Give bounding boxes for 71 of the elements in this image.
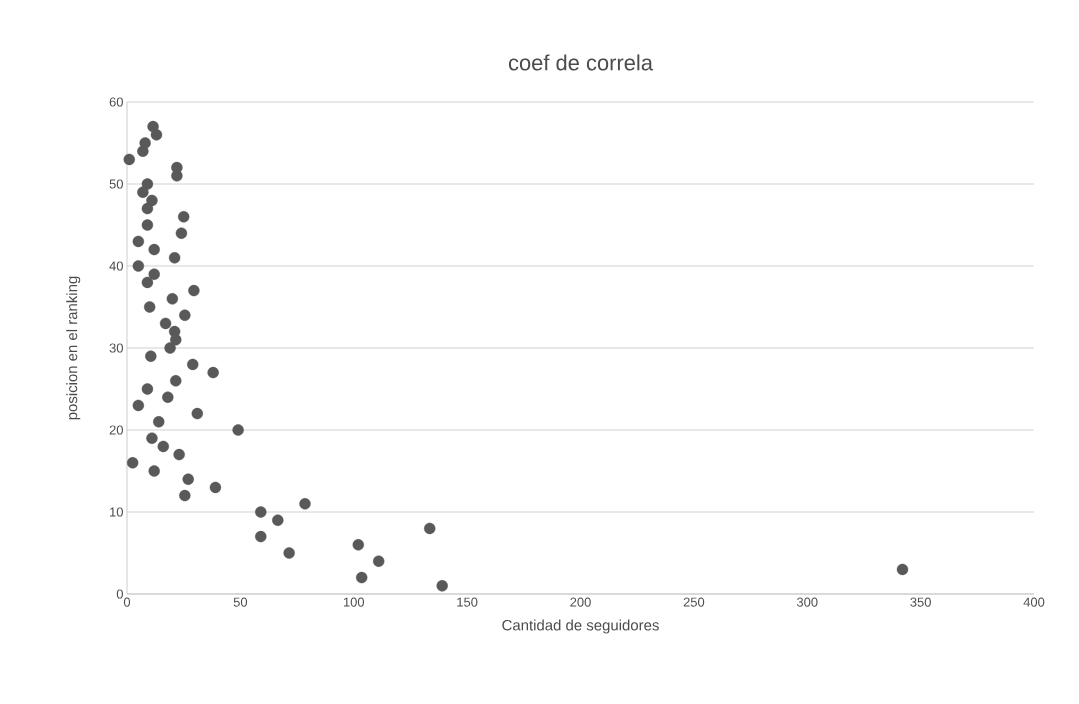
x-tick-label: 0 xyxy=(123,597,131,607)
point xyxy=(159,317,172,330)
x-tick-label: 350 xyxy=(910,597,931,607)
point xyxy=(179,309,191,321)
point xyxy=(255,530,267,543)
point xyxy=(148,243,160,256)
x-tick-label: 400 xyxy=(1023,597,1045,607)
point xyxy=(436,580,448,592)
point xyxy=(191,407,203,420)
point xyxy=(188,284,200,297)
point xyxy=(157,440,169,453)
point xyxy=(171,170,183,182)
point xyxy=(137,186,149,198)
point xyxy=(146,432,158,444)
point xyxy=(148,465,160,477)
point xyxy=(255,506,267,518)
y-tick-label: 10 xyxy=(110,507,123,517)
y-axis-title: posicion en el ranking xyxy=(66,276,81,420)
y-tick-label: 40 xyxy=(109,261,123,271)
point xyxy=(132,260,145,272)
point xyxy=(352,539,364,551)
point xyxy=(170,375,182,387)
point xyxy=(126,457,139,469)
point xyxy=(272,514,284,526)
x-tick-label: 300 xyxy=(796,597,818,607)
y-tick-label: 20 xyxy=(109,425,123,435)
point xyxy=(170,334,182,346)
point xyxy=(299,498,311,510)
point xyxy=(150,129,163,141)
x-tick-label: 50 xyxy=(233,597,248,607)
point xyxy=(355,571,368,584)
point xyxy=(424,522,436,535)
x-tick-label: 250 xyxy=(683,597,705,607)
point xyxy=(153,416,165,428)
point xyxy=(139,137,151,149)
point xyxy=(162,391,174,403)
y-tick-label: 50 xyxy=(109,179,123,189)
point xyxy=(283,547,295,559)
point xyxy=(232,424,244,436)
point xyxy=(164,342,176,354)
x-axis-title: Cantidad de seguidores xyxy=(502,619,659,634)
point xyxy=(373,555,385,567)
point xyxy=(166,293,179,305)
y-tick-label: 60 xyxy=(109,97,123,107)
point xyxy=(141,202,154,215)
point xyxy=(179,489,191,502)
point xyxy=(141,383,154,395)
point xyxy=(896,563,909,576)
point xyxy=(168,252,181,264)
point xyxy=(182,473,194,485)
point xyxy=(141,219,154,231)
point xyxy=(132,399,145,412)
point xyxy=(141,178,154,190)
point xyxy=(209,481,222,494)
x-tick-label: 100 xyxy=(343,597,365,607)
x-tick-label: 150 xyxy=(457,597,478,607)
y-tick-label: 0 xyxy=(116,589,123,599)
point xyxy=(148,268,160,280)
point xyxy=(207,366,219,379)
point xyxy=(123,153,135,166)
point xyxy=(177,211,190,223)
chart-title: coef de correla xyxy=(508,54,653,71)
x-tick-label: 200 xyxy=(570,597,591,607)
point xyxy=(145,350,157,362)
point xyxy=(187,358,199,371)
y-tick-label: 30 xyxy=(109,343,123,353)
point xyxy=(143,301,156,313)
point xyxy=(175,227,188,239)
point xyxy=(141,276,154,289)
point xyxy=(132,235,145,248)
point xyxy=(173,448,185,461)
